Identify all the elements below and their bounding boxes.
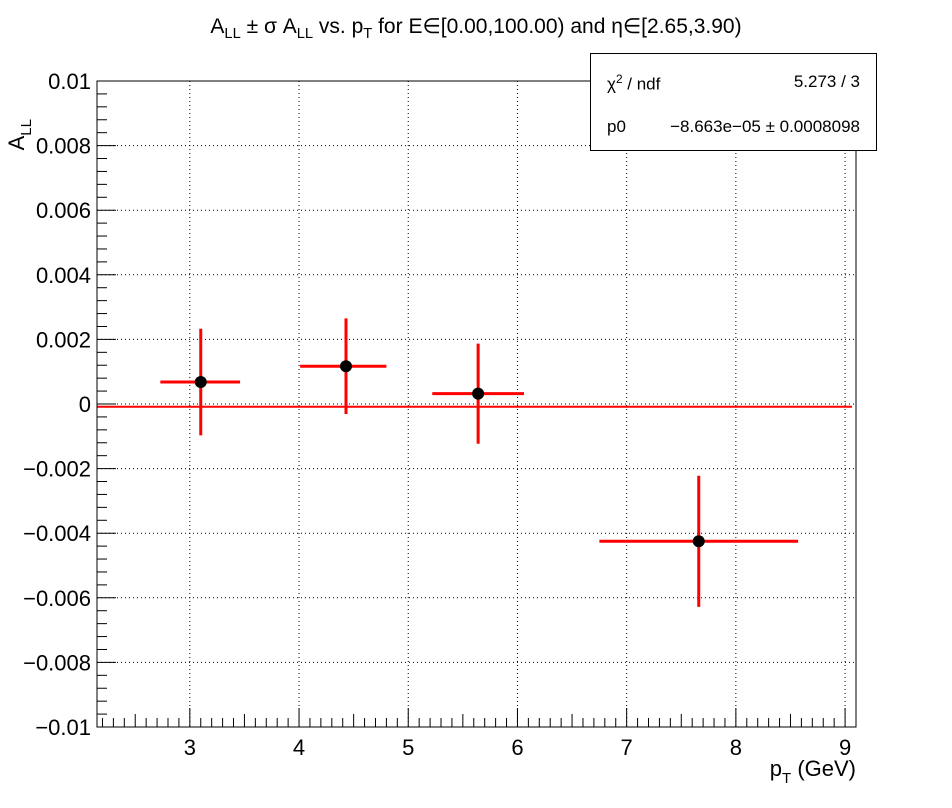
y-tick-label: 0.01 xyxy=(48,69,91,94)
p0-value: −8.663e−05 ± 0.0008098 xyxy=(670,117,860,136)
grid-lines xyxy=(97,80,856,728)
y-tick-label: 0 xyxy=(79,392,91,417)
chi2-row: χ2 / ndf 5.273 / 3 xyxy=(607,72,860,96)
x-axis-label: pT (GeV) xyxy=(770,756,856,787)
y-tick-label: 0.002 xyxy=(36,327,91,352)
axes-frame xyxy=(96,80,857,728)
fit-stats-box: χ2 / ndf 5.273 / 3 p0 −8.663e−05 ± 0.000… xyxy=(590,53,877,151)
data-point xyxy=(339,360,352,373)
y-axis-label: ALL xyxy=(4,119,35,150)
data-point xyxy=(692,535,705,548)
x-tick-label: 8 xyxy=(730,735,742,760)
y-tick-label: −0.01 xyxy=(35,715,91,740)
y-tick-label: −0.002 xyxy=(23,457,91,482)
x-tick-label: 7 xyxy=(621,735,633,760)
y-tick-label: 0.004 xyxy=(36,263,91,288)
y-tick-label: 0.006 xyxy=(36,198,91,223)
y-tick-label: −0.006 xyxy=(23,586,91,611)
chi2-value: 5.273 / 3 xyxy=(793,72,860,91)
x-tick-label: 3 xyxy=(184,735,196,760)
axis-labels: pT (GeV) ALL xyxy=(4,119,856,787)
y-tick-label: −0.008 xyxy=(23,650,91,675)
tick-labels: 3 4 5 6 7 8 9 −0.01 −0.008 −0.006 −0.004 −0.002 0 0.0… xyxy=(23,69,851,760)
chart-title: ALL ± σ ALL vs. pT for E∈[0.00,100.00) a… xyxy=(210,15,742,43)
p0-row: p0 −8.663e−05 ± 0.0008098 xyxy=(607,117,860,141)
data-points-layer xyxy=(160,318,799,607)
chi2-label: χ2 / ndf xyxy=(607,72,661,94)
x-tick-label: 6 xyxy=(511,735,523,760)
plot-frame xyxy=(96,80,857,728)
x-tick-label: 5 xyxy=(402,735,414,760)
p0-label: p0 xyxy=(607,117,626,136)
data-point xyxy=(472,387,485,400)
x-tick-label: 9 xyxy=(839,735,851,760)
x-tick-label: 4 xyxy=(293,735,305,760)
y-tick-label: 0.008 xyxy=(36,134,91,159)
y-tick-label: −0.004 xyxy=(23,521,91,546)
data-point xyxy=(194,376,207,389)
